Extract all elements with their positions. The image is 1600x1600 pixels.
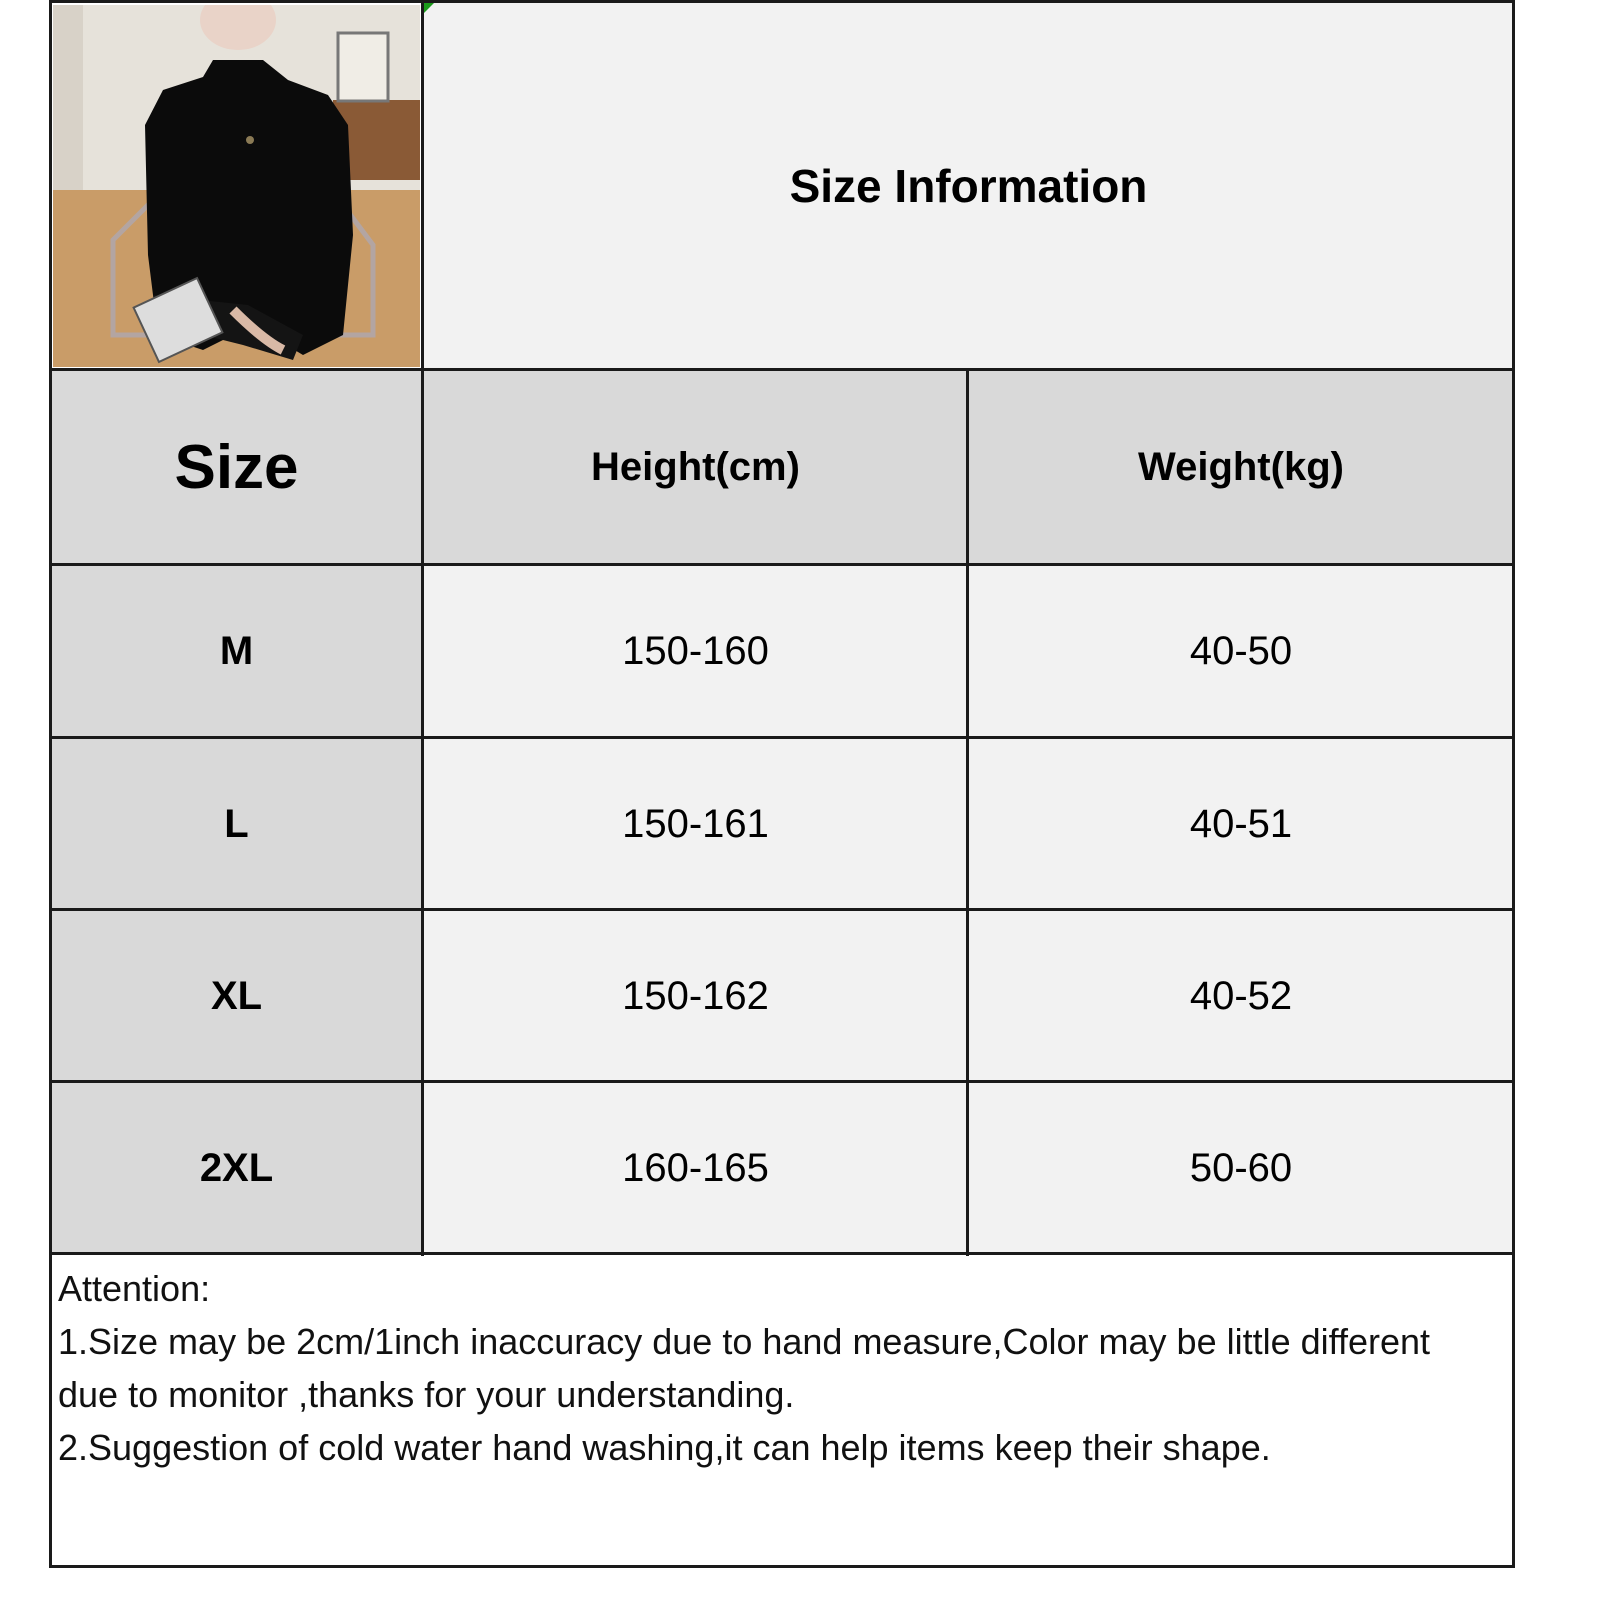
table-cell-weight: 50-60	[968, 1082, 1514, 1254]
size-value: 2XL	[199, 1145, 274, 1190]
header-size-label: Size	[174, 433, 299, 502]
attention-notes: Attention: 1.Size may be 2cm/1inch inacc…	[58, 1262, 1498, 1474]
table-cell-weight: 40-51	[968, 738, 1514, 910]
table-cell-size: L	[50, 738, 423, 910]
attention-line-1: 1.Size may be 2cm/1inch inaccuracy due t…	[58, 1321, 1441, 1415]
divider-row	[50, 908, 1515, 911]
weight-value: 50-60	[1189, 1145, 1293, 1190]
table-cell-weight: 40-52	[968, 910, 1514, 1082]
green-corner-marker	[423, 2, 435, 14]
header-size: Size	[50, 370, 423, 565]
attention-line-2: 2.Suggestion of cold water hand washing,…	[58, 1427, 1271, 1468]
table-cell-size: M	[50, 565, 423, 737]
table-cell-height: 150-162	[423, 910, 968, 1082]
header-weight-label: Weight(kg)	[1138, 445, 1344, 489]
border-top	[50, 0, 1515, 3]
header-height-label: Height(cm)	[591, 445, 800, 489]
divider-row	[50, 736, 1515, 739]
size-value: M	[219, 628, 254, 673]
weight-value: 40-51	[1189, 801, 1293, 846]
divider-row	[50, 368, 1515, 371]
table-cell-size: XL	[50, 910, 423, 1082]
attention-heading: Attention:	[58, 1268, 211, 1309]
header-height: Height(cm)	[423, 370, 968, 565]
title-cell: Size Information	[423, 2, 1514, 370]
attention-cell	[50, 1254, 1514, 1567]
height-value: 150-161	[622, 801, 769, 846]
size-value: XL	[210, 973, 263, 1018]
product-photo	[53, 5, 420, 367]
border-right	[1512, 0, 1515, 1568]
border-bottom	[50, 1565, 1515, 1568]
table-cell-weight: 40-50	[968, 565, 1514, 737]
header-weight: Weight(kg)	[968, 370, 1514, 565]
divider-col-2	[966, 370, 969, 1256]
height-value: 150-162	[622, 973, 769, 1018]
weight-value: 40-52	[1189, 973, 1293, 1018]
page-title: Size Information	[789, 160, 1148, 212]
height-value: 160-165	[622, 1145, 769, 1190]
height-value: 150-160	[622, 628, 769, 673]
size-value: L	[224, 801, 249, 846]
weight-value: 40-50	[1189, 628, 1293, 673]
table-cell-size: 2XL	[50, 1082, 423, 1254]
divider-row	[50, 563, 1515, 566]
table-cell-height: 150-161	[423, 738, 968, 910]
table-cell-height: 160-165	[423, 1082, 968, 1254]
table-cell-height: 150-160	[423, 565, 968, 737]
border-left	[49, 0, 52, 1568]
divider-col-1	[421, 0, 424, 1256]
divider-row	[50, 1080, 1515, 1083]
divider-row	[50, 1252, 1515, 1255]
